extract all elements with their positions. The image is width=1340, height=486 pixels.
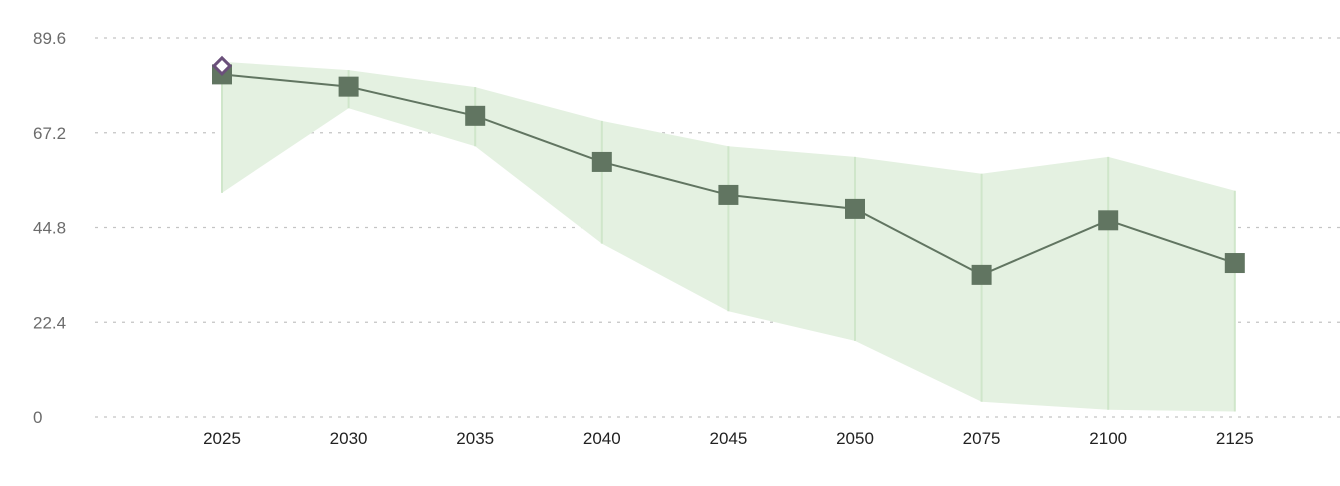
x-tick-label-2025: 2025 (203, 429, 241, 448)
data-point-2040 (591, 151, 612, 172)
data-point-2045 (718, 184, 739, 205)
y-axis-ticks: 0 22.4 44.8 67.2 89.6 (33, 29, 66, 427)
y-tick-label: 22.4 (33, 313, 66, 332)
x-tick-label-2125: 2125 (1216, 429, 1254, 448)
x-tick-label-2100: 2100 (1089, 429, 1127, 448)
series-markers (211, 55, 1245, 285)
highlight-diamond-marker (211, 55, 233, 77)
data-point-2075 (971, 264, 992, 285)
data-point-2035 (465, 105, 486, 126)
x-tick-label-2045: 2045 (709, 429, 747, 448)
data-point-2125 (1224, 253, 1245, 274)
x-tick-label-2050: 2050 (836, 429, 874, 448)
data-point-2050 (845, 198, 865, 219)
x-tick-label-2030: 2030 (330, 429, 368, 448)
x-tick-label-2040: 2040 (583, 429, 621, 448)
y-tick-label: 0 (33, 408, 42, 427)
x-tick-label-2035: 2035 (456, 429, 494, 448)
confidence-band (221, 61, 1236, 412)
x-tick-label-2075: 2075 (963, 429, 1001, 448)
x-axis-ticks: 2025 2030 2035 2040 2045 2050 2075 2100 2125 (203, 429, 1254, 448)
data-point-2100 (1098, 210, 1119, 231)
y-tick-label: 44.8 (33, 219, 66, 238)
y-tick-label: 67.2 (33, 124, 66, 143)
data-point-2030 (338, 76, 359, 97)
y-tick-label: 89.6 (33, 29, 66, 48)
